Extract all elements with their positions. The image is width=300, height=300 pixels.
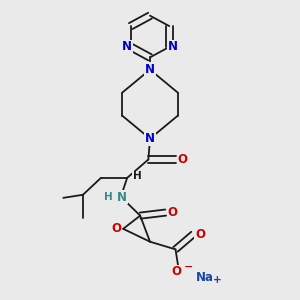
Text: O: O bbox=[167, 206, 177, 219]
Text: O: O bbox=[178, 153, 188, 166]
Text: Na: Na bbox=[196, 272, 214, 284]
Text: H: H bbox=[133, 171, 141, 182]
Text: +: + bbox=[213, 275, 222, 285]
Text: O: O bbox=[111, 222, 121, 235]
Text: N: N bbox=[145, 132, 155, 145]
Text: −: − bbox=[184, 262, 193, 272]
Text: N: N bbox=[145, 63, 155, 76]
Text: H: H bbox=[104, 192, 112, 202]
Text: N: N bbox=[168, 40, 178, 53]
Text: O: O bbox=[195, 227, 205, 241]
Text: O: O bbox=[171, 265, 181, 278]
Text: N: N bbox=[122, 40, 132, 53]
Text: N: N bbox=[117, 191, 127, 204]
